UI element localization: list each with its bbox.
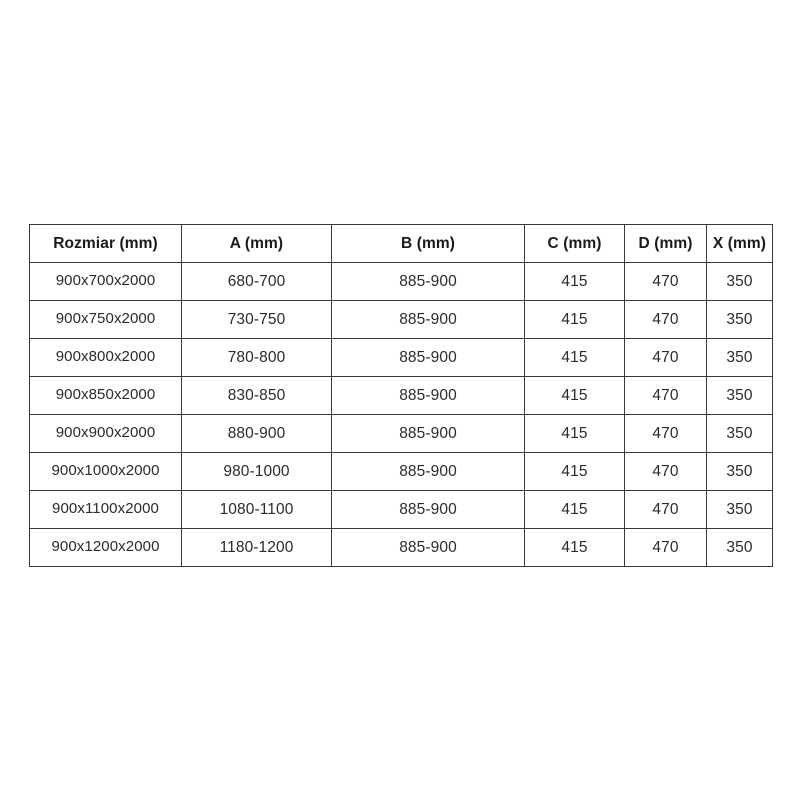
cell-a: 830-850: [181, 376, 332, 415]
cell-d: 470: [624, 338, 707, 377]
cell-a: 780-800: [181, 338, 332, 377]
cell-b: 885-900: [331, 490, 525, 529]
column-header-b: B (mm): [331, 224, 525, 263]
column-header-c: C (mm): [524, 224, 625, 263]
cell-c: 415: [524, 300, 625, 339]
cell-b: 885-900: [331, 376, 525, 415]
cell-size: 900x700x2000: [29, 262, 182, 301]
cell-b: 885-900: [331, 262, 525, 301]
cell-d: 470: [624, 300, 707, 339]
cell-c: 415: [524, 414, 625, 453]
cell-a: 980-1000: [181, 452, 332, 491]
cell-b: 885-900: [331, 414, 525, 453]
cell-size: 900x1200x2000: [29, 528, 182, 567]
table-row: 900x1000x2000 980-1000 885-900 415 470 3…: [29, 452, 773, 491]
column-header-x: X (mm): [706, 224, 773, 263]
cell-b: 885-900: [331, 452, 525, 491]
cell-c: 415: [524, 262, 625, 301]
table-body: 900x700x2000 680-700 885-900 415 470 350…: [29, 262, 773, 567]
cell-size: 900x1000x2000: [29, 452, 182, 491]
table-row: 900x850x2000 830-850 885-900 415 470 350: [29, 376, 773, 415]
cell-d: 470: [624, 528, 707, 567]
cell-size: 900x800x2000: [29, 338, 182, 377]
cell-b: 885-900: [331, 300, 525, 339]
column-header-d: D (mm): [624, 224, 707, 263]
cell-x: 350: [706, 262, 773, 301]
table-row: 900x750x2000 730-750 885-900 415 470 350: [29, 300, 773, 339]
cell-c: 415: [524, 528, 625, 567]
cell-d: 470: [624, 414, 707, 453]
cell-b: 885-900: [331, 338, 525, 377]
cell-x: 350: [706, 338, 773, 377]
cell-size: 900x850x2000: [29, 376, 182, 415]
cell-x: 350: [706, 376, 773, 415]
column-header-a: A (mm): [181, 224, 332, 263]
cell-x: 350: [706, 414, 773, 453]
cell-x: 350: [706, 452, 773, 491]
table-row: 900x900x2000 880-900 885-900 415 470 350: [29, 414, 773, 453]
table-row: 900x1200x2000 1180-1200 885-900 415 470 …: [29, 528, 773, 567]
table-row: 900x800x2000 780-800 885-900 415 470 350: [29, 338, 773, 377]
cell-a: 1180-1200: [181, 528, 332, 567]
cell-a: 1080-1100: [181, 490, 332, 529]
dimensions-table-container: Rozmiar (mm) A (mm) B (mm) C (mm) D (mm)…: [29, 224, 773, 567]
cell-size: 900x900x2000: [29, 414, 182, 453]
cell-a: 680-700: [181, 262, 332, 301]
cell-c: 415: [524, 376, 625, 415]
cell-b: 885-900: [331, 528, 525, 567]
cell-d: 470: [624, 490, 707, 529]
cell-x: 350: [706, 490, 773, 529]
cell-c: 415: [524, 490, 625, 529]
cell-d: 470: [624, 452, 707, 491]
cell-a: 880-900: [181, 414, 332, 453]
dimensions-table: Rozmiar (mm) A (mm) B (mm) C (mm) D (mm)…: [29, 224, 773, 567]
cell-x: 350: [706, 528, 773, 567]
cell-size: 900x750x2000: [29, 300, 182, 339]
cell-x: 350: [706, 300, 773, 339]
column-header-size: Rozmiar (mm): [29, 224, 182, 263]
cell-size: 900x1100x2000: [29, 490, 182, 529]
table-header: Rozmiar (mm) A (mm) B (mm) C (mm) D (mm)…: [29, 224, 773, 263]
cell-c: 415: [524, 452, 625, 491]
cell-c: 415: [524, 338, 625, 377]
table-row: 900x700x2000 680-700 885-900 415 470 350: [29, 262, 773, 301]
table-row: 900x1100x2000 1080-1100 885-900 415 470 …: [29, 490, 773, 529]
cell-d: 470: [624, 262, 707, 301]
table-header-row: Rozmiar (mm) A (mm) B (mm) C (mm) D (mm)…: [29, 224, 773, 263]
cell-a: 730-750: [181, 300, 332, 339]
cell-d: 470: [624, 376, 707, 415]
